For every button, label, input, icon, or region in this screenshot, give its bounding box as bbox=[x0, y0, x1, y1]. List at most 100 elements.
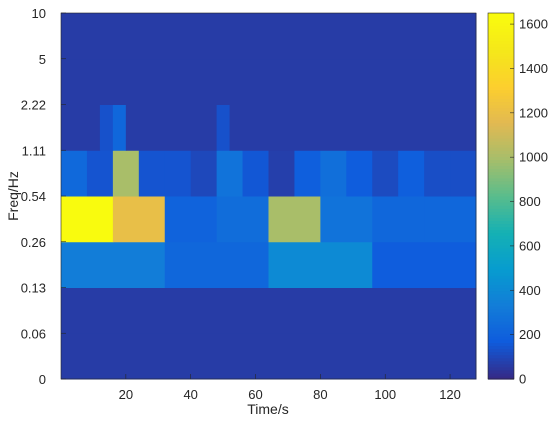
colorbar-segment bbox=[488, 98, 514, 103]
colorbar-segment bbox=[488, 287, 514, 292]
colorbar-segment bbox=[488, 226, 514, 231]
x-tick-label: 60 bbox=[248, 387, 262, 402]
colorbar-segment bbox=[488, 141, 514, 145]
heatmap-cell bbox=[372, 241, 477, 288]
colorbar-segment bbox=[488, 92, 514, 96]
colorbar-segment bbox=[488, 80, 514, 84]
heatmap-cell bbox=[424, 150, 451, 197]
colorbar-segment bbox=[488, 211, 514, 215]
colorbar-segment bbox=[488, 272, 514, 276]
colorbar-segment bbox=[488, 34, 514, 38]
colorbar-segment bbox=[488, 168, 514, 173]
colorbar-segment bbox=[488, 64, 514, 69]
colorbar-segment bbox=[488, 244, 514, 249]
y-tick-label: 0.54 bbox=[21, 189, 46, 204]
colorbar-segment bbox=[488, 165, 514, 170]
x-tick-label: 120 bbox=[439, 387, 461, 402]
colorbar-tick-label: 0 bbox=[519, 372, 526, 387]
heatmap-cell bbox=[61, 241, 166, 288]
heatmap-cell bbox=[216, 104, 231, 151]
y-tick-label: 0 bbox=[39, 372, 46, 387]
colorbar-segment bbox=[488, 348, 514, 353]
colorbar-segment bbox=[488, 86, 514, 90]
colorbar-segment bbox=[488, 83, 514, 87]
colorbar-segment bbox=[488, 150, 514, 154]
colorbar-segment bbox=[488, 275, 514, 279]
heatmap-cell bbox=[164, 196, 218, 243]
colorbar-segment bbox=[488, 180, 514, 185]
colorbar-segment bbox=[488, 257, 514, 261]
colorbar-tick-label: 1600 bbox=[519, 17, 548, 32]
heatmap-cell bbox=[86, 150, 114, 197]
x-tick-label: 80 bbox=[313, 387, 327, 402]
heatmap-cell bbox=[398, 150, 425, 197]
heatmap-cell bbox=[61, 58, 477, 105]
colorbar-tick-label: 200 bbox=[519, 327, 541, 342]
colorbar-segment bbox=[488, 366, 514, 371]
colorbar-segment bbox=[488, 37, 514, 42]
colorbar-segment bbox=[488, 70, 514, 75]
colorbar-segment bbox=[488, 345, 514, 350]
colorbar-segment bbox=[488, 202, 514, 206]
colorbar-segment bbox=[488, 238, 514, 243]
colorbar-segment bbox=[488, 113, 514, 118]
heatmap-cell bbox=[112, 150, 140, 197]
colorbar-frame bbox=[487, 12, 515, 380]
colorbar-segment bbox=[488, 61, 514, 66]
y-tick-label: 0.06 bbox=[21, 326, 46, 341]
colorbar-segment bbox=[488, 266, 514, 270]
colorbar-segment bbox=[488, 122, 514, 127]
colorbar-segment bbox=[488, 311, 514, 316]
heatmap-cell bbox=[190, 150, 218, 197]
colorbar-segment bbox=[488, 16, 514, 20]
colorbar-segment bbox=[488, 324, 514, 328]
colorbar-segment bbox=[488, 327, 514, 331]
colorbar-segment bbox=[488, 260, 514, 264]
colorbar-segment bbox=[488, 281, 514, 286]
colorbar-segment bbox=[488, 205, 514, 209]
colorbar-segment bbox=[488, 55, 514, 60]
heatmap-cell bbox=[320, 150, 347, 197]
x-tick-label: 20 bbox=[119, 387, 133, 402]
colorbar-segment bbox=[488, 138, 514, 142]
colorbar-segment bbox=[488, 147, 514, 151]
heatmap-cell bbox=[61, 150, 88, 197]
colorbar-segment bbox=[488, 52, 514, 57]
colorbar-segment bbox=[488, 250, 514, 255]
colorbar-segment bbox=[488, 31, 514, 35]
heatmap-cell bbox=[424, 196, 477, 243]
colorbar-segment bbox=[488, 247, 514, 252]
colorbar-segment bbox=[488, 357, 514, 362]
heatmap-cell bbox=[125, 104, 218, 151]
heatmap-cell bbox=[268, 196, 321, 243]
colorbar-segment bbox=[488, 153, 514, 157]
colorbar-segment bbox=[488, 330, 514, 334]
colorbar-tick-label: 1000 bbox=[519, 150, 548, 165]
colorbar-segment bbox=[488, 269, 514, 273]
colorbar-segment bbox=[488, 19, 514, 23]
colorbar-segment bbox=[488, 28, 514, 32]
y-tick-label: 2.22 bbox=[21, 98, 46, 113]
colorbar-tick-label: 600 bbox=[519, 238, 541, 253]
x-tick-label: 100 bbox=[374, 387, 396, 402]
colorbar-segment bbox=[488, 159, 514, 164]
colorbar-segment bbox=[488, 296, 514, 301]
colorbar-segment bbox=[488, 223, 514, 228]
colorbar-segment bbox=[488, 342, 514, 347]
colorbar-segment bbox=[488, 131, 514, 136]
colorbar-segment bbox=[488, 354, 514, 359]
colorbar-segment bbox=[488, 278, 514, 282]
x-axis-label: Time/s bbox=[247, 401, 288, 417]
colorbar-segment bbox=[488, 360, 514, 365]
heatmap-cell bbox=[61, 104, 101, 151]
colorbar-segment bbox=[488, 293, 514, 298]
colorbar-segment bbox=[488, 336, 514, 340]
colorbar-segment bbox=[488, 192, 514, 197]
heatmap-cell bbox=[450, 150, 477, 197]
heatmap-cell bbox=[99, 104, 114, 151]
colorbar-segment bbox=[488, 189, 514, 194]
colorbar-segment bbox=[488, 372, 514, 377]
colorbar: 0 200 400 600 800 1000 1200 1400 1600 bbox=[487, 12, 548, 387]
colorbar-segment bbox=[488, 177, 514, 182]
colorbar-segment bbox=[488, 116, 514, 121]
